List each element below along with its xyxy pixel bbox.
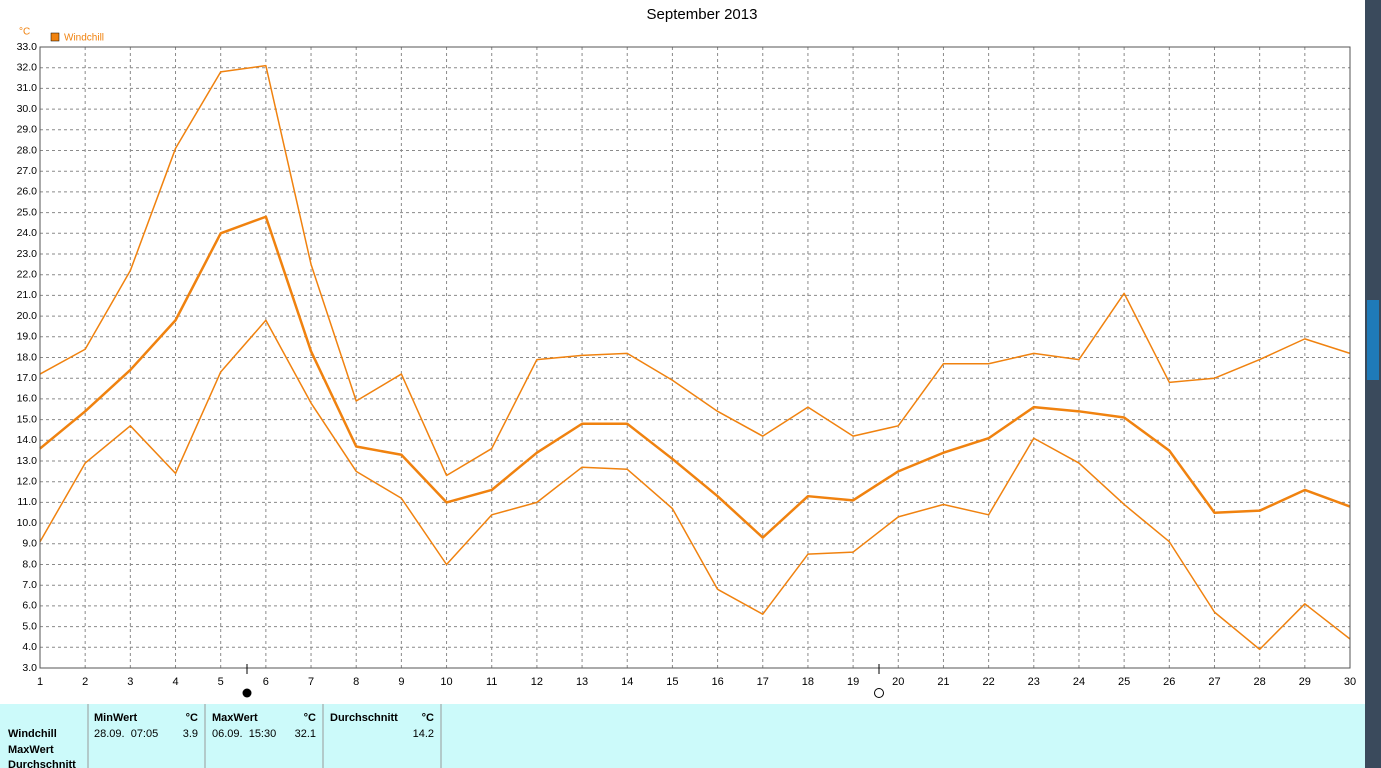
y-tick-label: 19.0 (17, 331, 38, 343)
y-tick-label: 15.0 (17, 413, 38, 425)
y-tick-label: 14.0 (17, 434, 38, 446)
y-tick-label: 22.0 (17, 268, 38, 280)
x-tick-label: 7 (308, 676, 314, 688)
y-tick-label: 24.0 (17, 227, 38, 239)
row-label: Durchschnitt (8, 759, 76, 768)
y-tick-label: 5.0 (22, 620, 37, 632)
new-moon-icon (242, 688, 252, 698)
x-tick-label: 27 (1208, 676, 1220, 688)
y-tick-label: 8.0 (22, 558, 37, 570)
series-line (39, 215, 1351, 539)
table-header: °C (186, 712, 198, 724)
y-tick-label: 18.0 (17, 351, 38, 363)
window-edge-accent (1367, 300, 1379, 380)
y-tick-label: 3.0 (22, 662, 37, 674)
x-tick-label: 1 (37, 676, 43, 688)
x-tick-label: 22 (982, 676, 994, 688)
x-tick-label: 17 (757, 676, 769, 688)
series-line (39, 64, 1351, 477)
y-tick-label: 11.0 (17, 496, 37, 508)
y-tick-label: 27.0 (17, 165, 38, 177)
y-tick-label: 12.0 (17, 475, 38, 487)
table-cell: 06.09. 15:30 (212, 728, 276, 740)
x-tick-label: 10 (440, 676, 452, 688)
y-tick-label: 26.0 (17, 186, 38, 198)
y-tick-label: 7.0 (22, 579, 37, 591)
y-tick-label: 13.0 (17, 455, 38, 467)
x-tick-label: 29 (1299, 676, 1311, 688)
table-header: MaxWert (212, 712, 258, 724)
x-tick-label: 23 (1028, 676, 1040, 688)
x-tick-label: 16 (711, 676, 723, 688)
legend-swatch (50, 32, 60, 42)
x-tick-label: 21 (937, 676, 949, 688)
x-tick-label: 12 (531, 676, 543, 688)
table-header: MinWert (94, 712, 138, 724)
full-moon-icon (874, 688, 884, 698)
table-header: °C (304, 712, 316, 724)
x-tick-label: 3 (127, 676, 133, 688)
y-tick-label: 17.0 (17, 372, 38, 384)
y-tick-label: 21.0 (17, 289, 38, 301)
y-tick-label: 31.0 (17, 82, 38, 94)
plot-frame (39, 46, 1351, 669)
x-tick-label: 2 (82, 676, 88, 688)
row-label: MaxWert (8, 744, 54, 756)
x-tick-label: 13 (576, 676, 588, 688)
x-tick-label: 4 (172, 676, 178, 688)
y-tick-label: 23.0 (17, 248, 38, 260)
y-unit: °C (19, 27, 30, 38)
x-tick-label: 20 (892, 676, 904, 688)
table-cell: 14.2 (413, 728, 434, 740)
table-cell: 3.9 (183, 728, 198, 740)
y-tick-label: 25.0 (17, 206, 38, 218)
table-header: Durchschnitt (330, 712, 398, 724)
x-tick-label: 26 (1163, 676, 1175, 688)
row-label: Windchill (8, 728, 57, 740)
table-background (0, 704, 1365, 768)
y-tick-label: 20.0 (17, 310, 38, 322)
y-tick-label: 30.0 (17, 103, 38, 115)
y-tick-label: 9.0 (22, 538, 37, 550)
x-tick-label: 28 (1254, 676, 1266, 688)
x-tick-label: 8 (353, 676, 359, 688)
x-tick-label: 24 (1073, 676, 1085, 688)
plot-area (39, 46, 1351, 669)
y-tick-label: 10.0 (17, 517, 38, 529)
x-tick-label: 5 (218, 676, 224, 688)
table-cell: 28.09. 07:05 (94, 728, 158, 740)
y-tick-label: 33.0 (17, 41, 38, 53)
x-tick-label: 14 (621, 676, 633, 688)
summary-table: MinWert °C MaxWert °C Durchschnitt °C Wi… (0, 704, 1365, 768)
table-header: °C (422, 712, 434, 724)
x-tick-label: 30 (1344, 676, 1356, 688)
y-tick-label: 32.0 (17, 61, 38, 73)
y-tick-label: 6.0 (22, 600, 37, 612)
chart-title: September 2013 (647, 6, 758, 23)
x-tick-label: 6 (263, 676, 269, 688)
x-tick-label: 15 (666, 676, 678, 688)
x-tick-label: 11 (486, 676, 497, 688)
legend-label: Windchill (64, 33, 104, 44)
y-tick-label: 28.0 (17, 144, 38, 156)
x-tick-label: 25 (1118, 676, 1130, 688)
x-tick-label: 18 (802, 676, 814, 688)
y-tick-label: 16.0 (17, 393, 38, 405)
x-tick-label: 9 (398, 676, 404, 688)
table-cell: 32.1 (295, 728, 316, 740)
y-tick-label: 4.0 (22, 641, 37, 653)
series-line (39, 319, 1351, 651)
window-edge (1365, 0, 1381, 768)
x-tick-label: 19 (847, 676, 859, 688)
y-tick-label: 29.0 (17, 124, 38, 136)
